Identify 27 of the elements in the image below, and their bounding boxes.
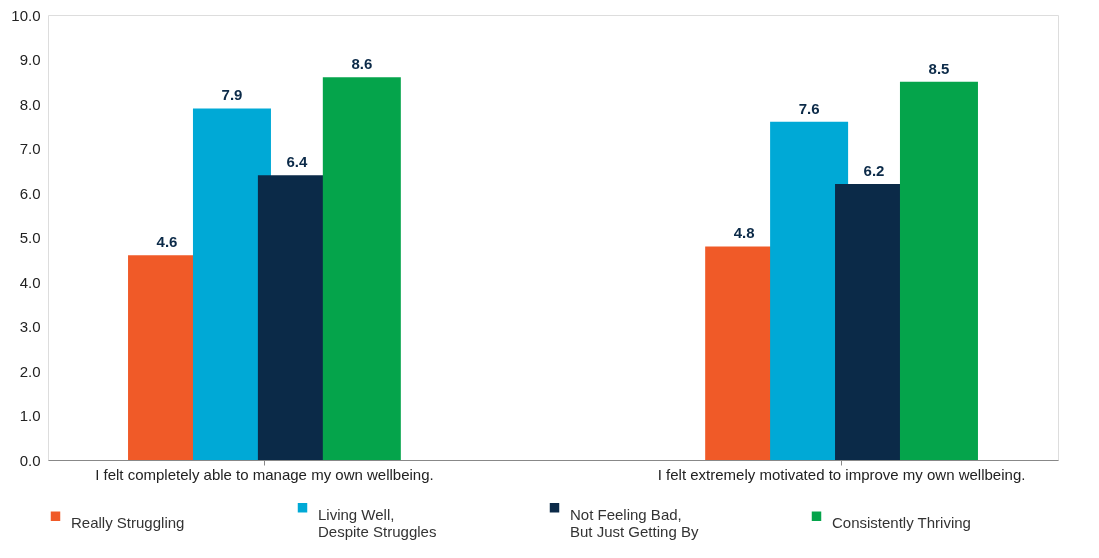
data-label: 4.8 bbox=[733, 224, 755, 242]
y-tick-label: 10.0 bbox=[11, 6, 41, 24]
legend-label: Consistently Thriving bbox=[832, 514, 971, 532]
y-tick-label: 7.0 bbox=[19, 140, 41, 157]
x-tick-label: I felt completely able to manage my own wellbeing. bbox=[95, 465, 434, 483]
y-tick-label: 6.0 bbox=[19, 184, 41, 202]
data-label: 7.6 bbox=[798, 99, 820, 117]
data-label: 4.6 bbox=[156, 233, 178, 251]
data-label: 8.6 bbox=[351, 55, 373, 73]
y-tick-label: 3.0 bbox=[19, 318, 41, 335]
data-label: 6.4 bbox=[286, 153, 308, 171]
y-tick-label: 2.0 bbox=[19, 362, 41, 380]
data-label: 8.5 bbox=[928, 59, 950, 77]
data-label: 7.9 bbox=[221, 86, 243, 104]
legend-label: Not Feeling Bad, But Just Getting By bbox=[570, 505, 699, 540]
y-tick-label: 1.0 bbox=[19, 407, 41, 424]
bar bbox=[899, 81, 978, 460]
y-tick-label: 9.0 bbox=[19, 51, 41, 68]
x-tick-label: I felt extremely motivated to improve my own wellbeing. bbox=[657, 465, 1026, 483]
y-tick-label: 5.0 bbox=[19, 229, 41, 246]
y-tick-label: 4.0 bbox=[19, 273, 41, 291]
legend-label: Living Well, Despite Struggles bbox=[318, 505, 437, 540]
y-tick-label: 8.0 bbox=[19, 95, 41, 113]
y-tick-label: 0.0 bbox=[19, 451, 41, 469]
data-label: 6.2 bbox=[863, 162, 885, 180]
bar bbox=[322, 77, 401, 460]
legend-label: Really Struggling bbox=[71, 514, 185, 532]
